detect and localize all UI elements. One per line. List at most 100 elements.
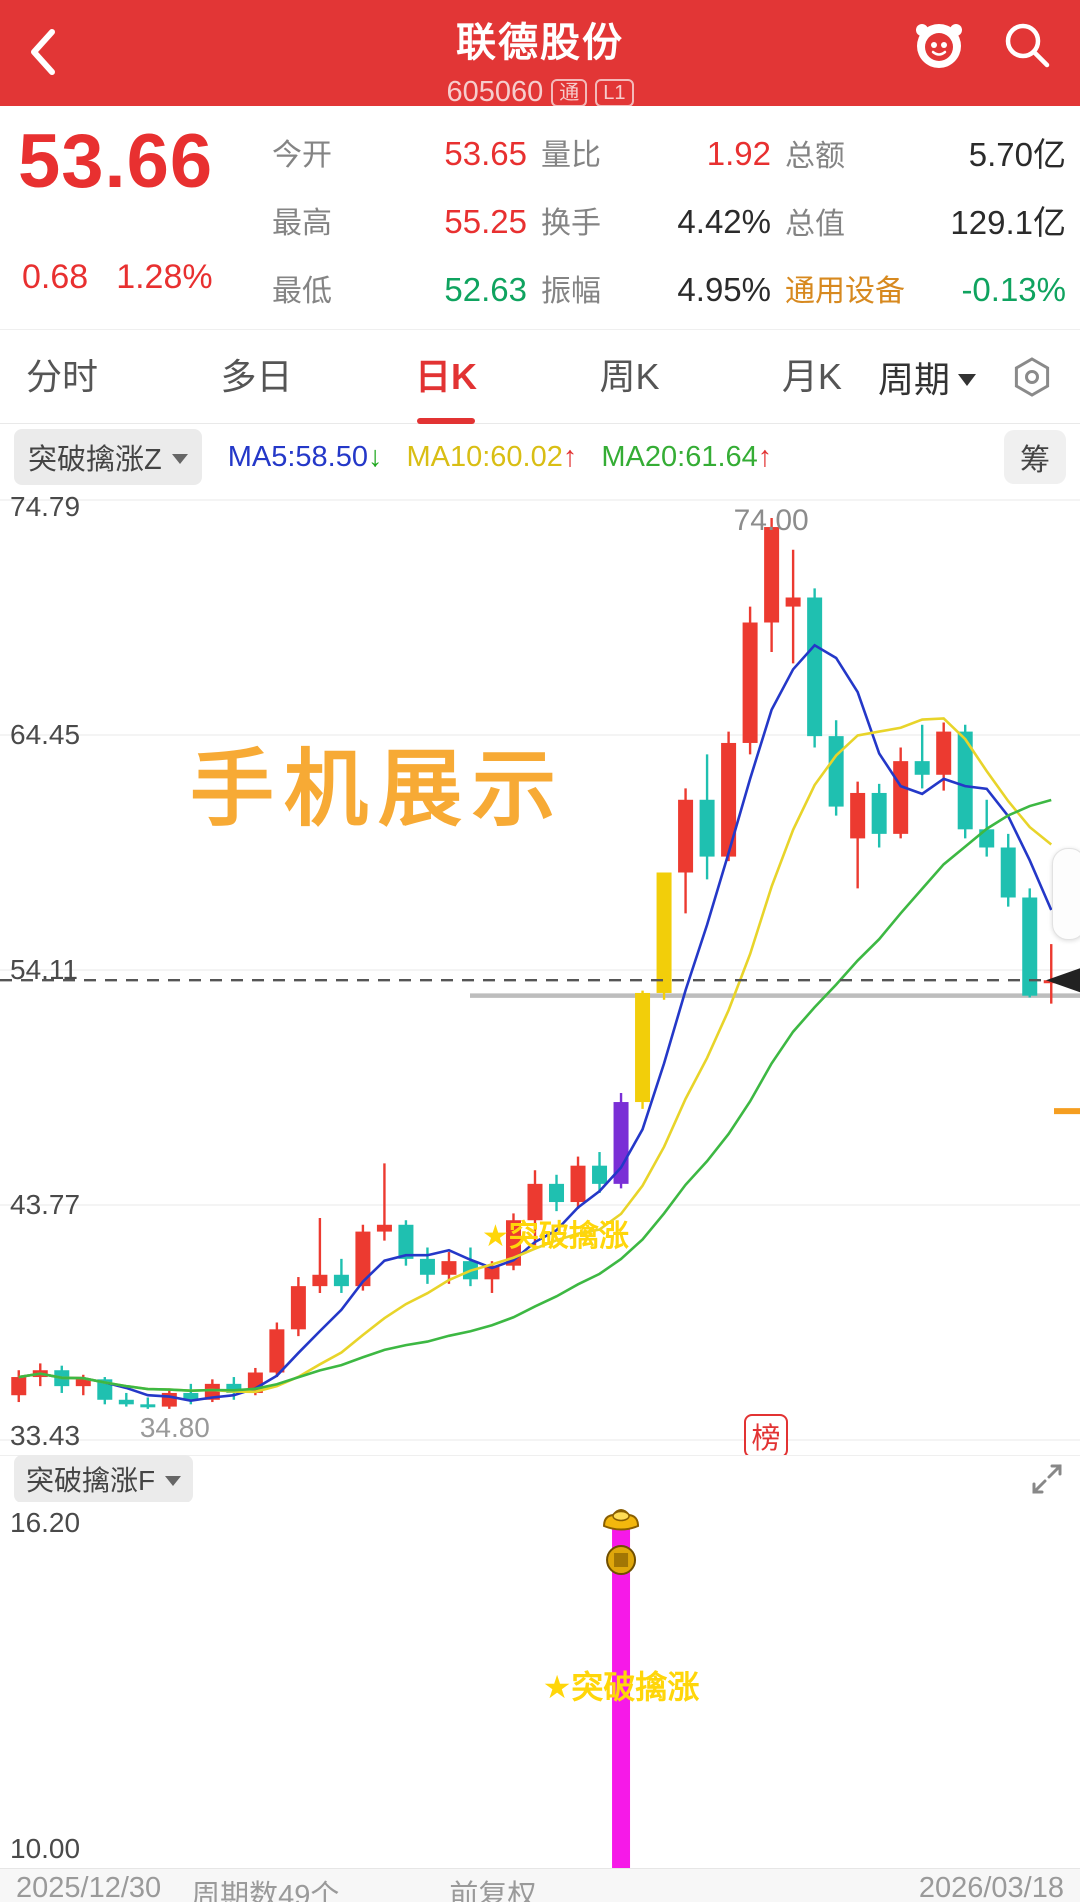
back-icon — [31, 29, 55, 75]
gold-ingot-icon — [603, 1509, 640, 1531]
range-start-date: 2025/12/30 — [16, 1872, 162, 1902]
ma5-line — [18, 643, 1053, 1402]
current-price: 53.66 — [18, 119, 214, 204]
search-icon — [1005, 23, 1050, 68]
ma-values: MA5:58.50↓ MA10:60.02↑ MA20:61.64↑ — [228, 441, 773, 474]
main-candlestick-chart[interactable]: 74.00 34.80 ★突破擒涨 — [0, 490, 1080, 1455]
chevron-down-icon — [958, 373, 976, 386]
tab-多日[interactable]: 多日 — [220, 355, 293, 397]
stat-value: -0.13% — [961, 271, 1066, 308]
indicator-subchart-area: ★突破擒涨 16.20 10.00 — [0, 1502, 1080, 1868]
quote-stats-grid: 今开 53.65 量比 1.92 总额 5.70亿最高 55.25 换手 4.42% 总值 129.… — [272, 118, 1066, 322]
page-title: 联德股份 — [456, 21, 624, 65]
title-block: 联德股份 605060 通 L1 — [0, 10, 1080, 109]
stat-value: 129.1亿 — [950, 204, 1066, 241]
y-axis-label: 43.77 — [10, 1189, 81, 1220]
stat-label: 总额 — [785, 140, 845, 173]
hexagon-settings-icon — [1014, 356, 1050, 397]
stat-item: 最高 55.25 — [272, 198, 527, 242]
arrow-up-icon: ↑ — [562, 440, 578, 473]
chart-settings-button[interactable] — [1010, 355, 1054, 399]
stat-value: 4.95% — [677, 271, 771, 308]
sub-indicator-selector[interactable]: 突破擒涨F — [14, 1455, 194, 1503]
tab-分时[interactable]: 分时 — [26, 355, 99, 397]
chevron-down-icon — [171, 454, 188, 464]
stat-value: 53.65 — [444, 135, 527, 172]
stat-value: 5.70亿 — [968, 136, 1066, 173]
range-end-date: 2026/03/18 — [918, 1872, 1064, 1902]
mascot-button[interactable] — [910, 16, 968, 74]
high-price-label: 74.00 — [734, 504, 809, 537]
level-badge: L1 — [595, 78, 634, 107]
stat-value: 55.25 — [444, 203, 527, 240]
stat-item: 振幅 4.95% — [541, 266, 771, 310]
tab-period-dropdown[interactable]: 周期 — [878, 351, 976, 403]
stat-item: 换手 4.42% — [541, 198, 771, 242]
sub-breakout-signal-label: ★突破擒涨 — [543, 1669, 700, 1705]
subchart-header: 突破擒涨F — [0, 1455, 1080, 1503]
stat-value: 52.63 — [444, 271, 527, 308]
adjust-mode[interactable]: 前复权 — [449, 1880, 537, 1902]
chart-footer: 2025/12/30 周期数49个 前复权 2026/03/18 — [0, 1868, 1080, 1902]
ma5-value: MA5:58.50↓ — [227, 440, 383, 473]
active-tab-underline — [416, 417, 475, 424]
stat-label: 换手 — [541, 207, 601, 240]
price-change-row: 0.68 1.28% — [22, 258, 213, 297]
gold-seal-icon — [606, 1545, 637, 1575]
signal-bar — [612, 1522, 631, 1868]
mascot-icon — [916, 24, 962, 68]
stat-item: 今开 53.65 — [272, 130, 527, 174]
stat-item: 总额 5.70亿 — [785, 128, 1066, 176]
header-actions — [910, 16, 1056, 74]
stat-label: 通用设备 — [785, 275, 905, 308]
indicator-bar: 突破擒涨Z MA5:58.50↓ MA10:60.02↑ MA20:61.64↑… — [0, 424, 1080, 490]
chip-distribution-button[interactable]: 筹 — [1004, 430, 1066, 484]
arrow-up-icon: ↑ — [757, 440, 773, 473]
stat-label: 振幅 — [541, 275, 601, 308]
ma20-value: MA20:61.64↑ — [601, 440, 773, 473]
chart-drag-handle[interactable] — [1052, 848, 1080, 940]
y-axis-label: 74.79 — [10, 491, 81, 522]
indicator-subchart[interactable]: ★突破擒涨 — [0, 1502, 1080, 1868]
chart-tab-bar: 分时 多日 日K 周K 月K 周期 — [0, 330, 1080, 424]
breakout-signal-label: ★突破擒涨 — [482, 1219, 629, 1253]
main-indicator-selector[interactable]: 突破擒涨Z — [14, 429, 202, 485]
tab-月K[interactable]: 月K — [781, 355, 842, 397]
stat-label: 量比 — [541, 139, 601, 172]
y-axis-label: 33.43 — [10, 1420, 81, 1451]
stock-code: 605060 — [446, 76, 544, 108]
low-price-label: 34.80 — [140, 1412, 210, 1443]
ma20-line — [18, 798, 1052, 1392]
back-button[interactable] — [22, 26, 66, 78]
quote-panel: 53.66 0.68 1.28% 今开 53.65 量比 1.92 总额 5.70亿最高 5… — [0, 106, 1080, 330]
sub-indicator-name: 突破擒涨F — [26, 1465, 156, 1496]
y-axis-label: 16.20 — [10, 1507, 81, 1538]
price-change: 0.68 — [22, 258, 89, 296]
stat-item: 总值 129.1亿 — [785, 196, 1066, 244]
stat-label: 总值 — [785, 208, 845, 241]
expand-subchart-button[interactable] — [1028, 1460, 1066, 1498]
tabs-list: 分时 多日 日K 周K 月K — [26, 330, 842, 424]
chevron-down-icon — [165, 1476, 182, 1486]
period-label: 周期 — [877, 358, 950, 400]
stock-code-row: 605060 通 L1 — [0, 76, 1080, 109]
header: 联德股份 605060 通 L1 — [0, 0, 1080, 109]
stat-item: 量比 1.92 — [541, 130, 771, 174]
expand-icon — [1032, 1464, 1062, 1494]
market-badge: 通 — [551, 78, 588, 107]
stat-item[interactable]: 通用设备 -0.13% — [785, 266, 1066, 310]
stat-label: 最高 — [272, 207, 332, 240]
stat-value: 1.92 — [706, 135, 771, 172]
tab-日K[interactable]: 日K — [415, 330, 477, 424]
gridlines — [0, 499, 1080, 1441]
main-chart-area: 74.00 34.80 ★突破擒涨 74.79 64.45 54.11 43.77 33.4… — [0, 490, 1080, 1458]
search-button[interactable] — [998, 16, 1056, 74]
y-axis-label: 10.00 — [10, 1833, 81, 1864]
ranking-badge[interactable]: 榜 — [744, 1414, 788, 1458]
tab-周K[interactable]: 周K — [599, 355, 660, 397]
y-axis-label: 54.11 — [10, 954, 78, 985]
stat-label: 最低 — [272, 275, 332, 308]
stat-item: 最低 52.63 — [272, 266, 527, 310]
main-indicator-name: 突破擒涨Z — [28, 444, 162, 476]
